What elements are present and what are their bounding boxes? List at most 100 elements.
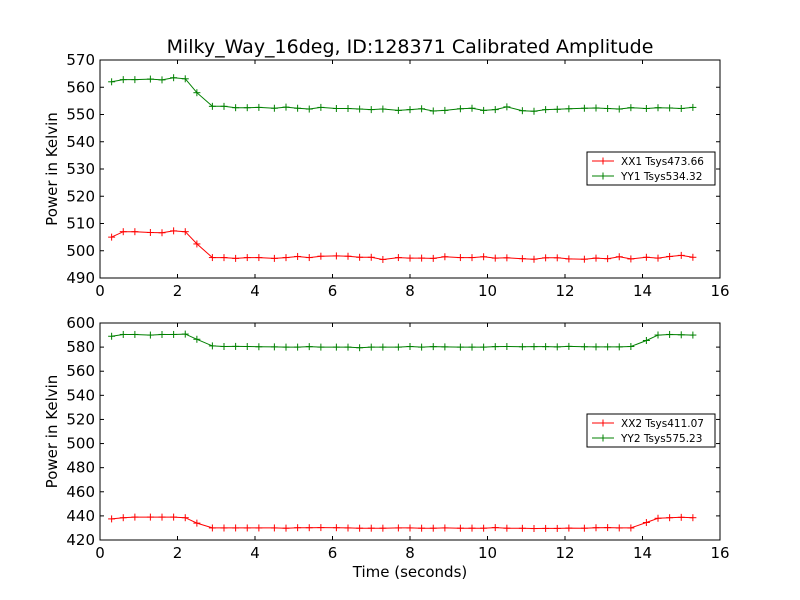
- data-point: [356, 253, 364, 261]
- data-point: [119, 330, 127, 338]
- data-point: [158, 513, 166, 521]
- data-point: [518, 107, 526, 115]
- legend-entry: XX1 Tsys473.66: [592, 156, 704, 168]
- data-point: [689, 514, 697, 522]
- data-point: [270, 524, 278, 532]
- x-tick-label: 2: [173, 282, 183, 300]
- data-point: [441, 106, 449, 114]
- data-point: [666, 514, 674, 522]
- legend-entry: XX2 Tsys411.07: [592, 418, 704, 430]
- data-point: [418, 524, 426, 532]
- data-point: [542, 343, 550, 351]
- data-point: [208, 342, 216, 350]
- x-tick-label: 16: [710, 544, 729, 562]
- data-point: [255, 524, 263, 532]
- y-tick-label: 600: [66, 314, 95, 332]
- legend-entry: YY2 Tsys575.23: [592, 433, 702, 445]
- y-tick-label: 550: [66, 106, 95, 124]
- data-point: [119, 514, 127, 522]
- data-point: [181, 514, 189, 522]
- data-point: [317, 103, 325, 111]
- x-tick-label: 6: [328, 544, 338, 562]
- data-point: [317, 343, 325, 351]
- x-tick-label: 12: [555, 544, 574, 562]
- data-point: [565, 255, 573, 263]
- y-tick-label: 500: [66, 242, 95, 260]
- data-point: [518, 343, 526, 351]
- data-point: [394, 524, 402, 532]
- data-point: [270, 254, 278, 262]
- x-tick-label: 6: [328, 282, 338, 300]
- y-tick-label: 440: [66, 507, 95, 525]
- data-point: [604, 105, 612, 113]
- data-point: [220, 524, 228, 532]
- data-point: [305, 105, 313, 113]
- data-point: [627, 255, 635, 263]
- data-point: [131, 513, 139, 521]
- legend-entry: YY1 Tsys534.32: [592, 171, 702, 183]
- data-point: [406, 106, 414, 114]
- data-point: [689, 103, 697, 111]
- data-point: [243, 343, 251, 351]
- data-point: [406, 524, 414, 532]
- data-point: [565, 105, 573, 113]
- data-point: [208, 524, 216, 532]
- data-point: [367, 343, 375, 351]
- data-point: [255, 343, 263, 351]
- data-point: [332, 252, 340, 260]
- y-tick-label: 460: [66, 483, 95, 501]
- data-point: [565, 524, 573, 532]
- data-point: [604, 524, 612, 532]
- y-tick-label: 560: [66, 362, 95, 380]
- data-point: [232, 342, 240, 350]
- legend-label: XX2 Tsys411.07: [621, 418, 704, 430]
- data-point: [429, 524, 437, 532]
- data-point: [580, 524, 588, 532]
- data-point: [317, 524, 325, 532]
- data-point: [468, 524, 476, 532]
- data-point: [181, 75, 189, 83]
- legend-box: [586, 413, 716, 448]
- y-tick-label: 520: [66, 410, 95, 428]
- data-point: [666, 104, 674, 112]
- data-point: [232, 104, 240, 112]
- y-tick-label: 420: [66, 531, 95, 549]
- data-point: [553, 105, 561, 113]
- data-point: [480, 343, 488, 351]
- data-point: [627, 524, 635, 532]
- x-tick-label: 4: [250, 544, 260, 562]
- data-point: [666, 252, 674, 260]
- data-point: [270, 104, 278, 112]
- data-point: [170, 330, 178, 338]
- data-point: [503, 524, 511, 532]
- x-tick-label: 4: [250, 282, 260, 300]
- data-point: [456, 524, 464, 532]
- data-point: [677, 331, 685, 339]
- legend: XX1 Tsys473.66 YY1 Tsys534.32: [586, 151, 716, 186]
- data-point: [379, 524, 387, 532]
- data-point: [553, 254, 561, 262]
- data-point: [108, 233, 116, 241]
- data-point: [282, 343, 290, 351]
- data-point: [677, 105, 685, 113]
- data-point: [456, 254, 464, 262]
- y-tick-label: 480: [66, 459, 95, 477]
- bottom-plot-panel: 0 2 4 6 8 10 12 14 16 420 440 460 480 500 520 540 560 580…: [43, 314, 730, 581]
- data-point: [654, 254, 662, 262]
- data-point: [146, 75, 154, 83]
- y-tick-label: 560: [66, 78, 95, 96]
- data-point: [592, 524, 600, 532]
- data-point: [592, 343, 600, 351]
- data-point: [429, 254, 437, 262]
- data-point: [181, 228, 189, 236]
- data-point: [592, 254, 600, 262]
- y-tick-label: 540: [66, 386, 95, 404]
- data-point: [243, 254, 251, 262]
- data-point: [243, 104, 251, 112]
- data-point: [208, 254, 216, 262]
- data-point: [429, 107, 437, 115]
- data-point: [220, 102, 228, 110]
- data-point: [193, 240, 201, 248]
- x-axis-label: Time (seconds): [352, 563, 468, 581]
